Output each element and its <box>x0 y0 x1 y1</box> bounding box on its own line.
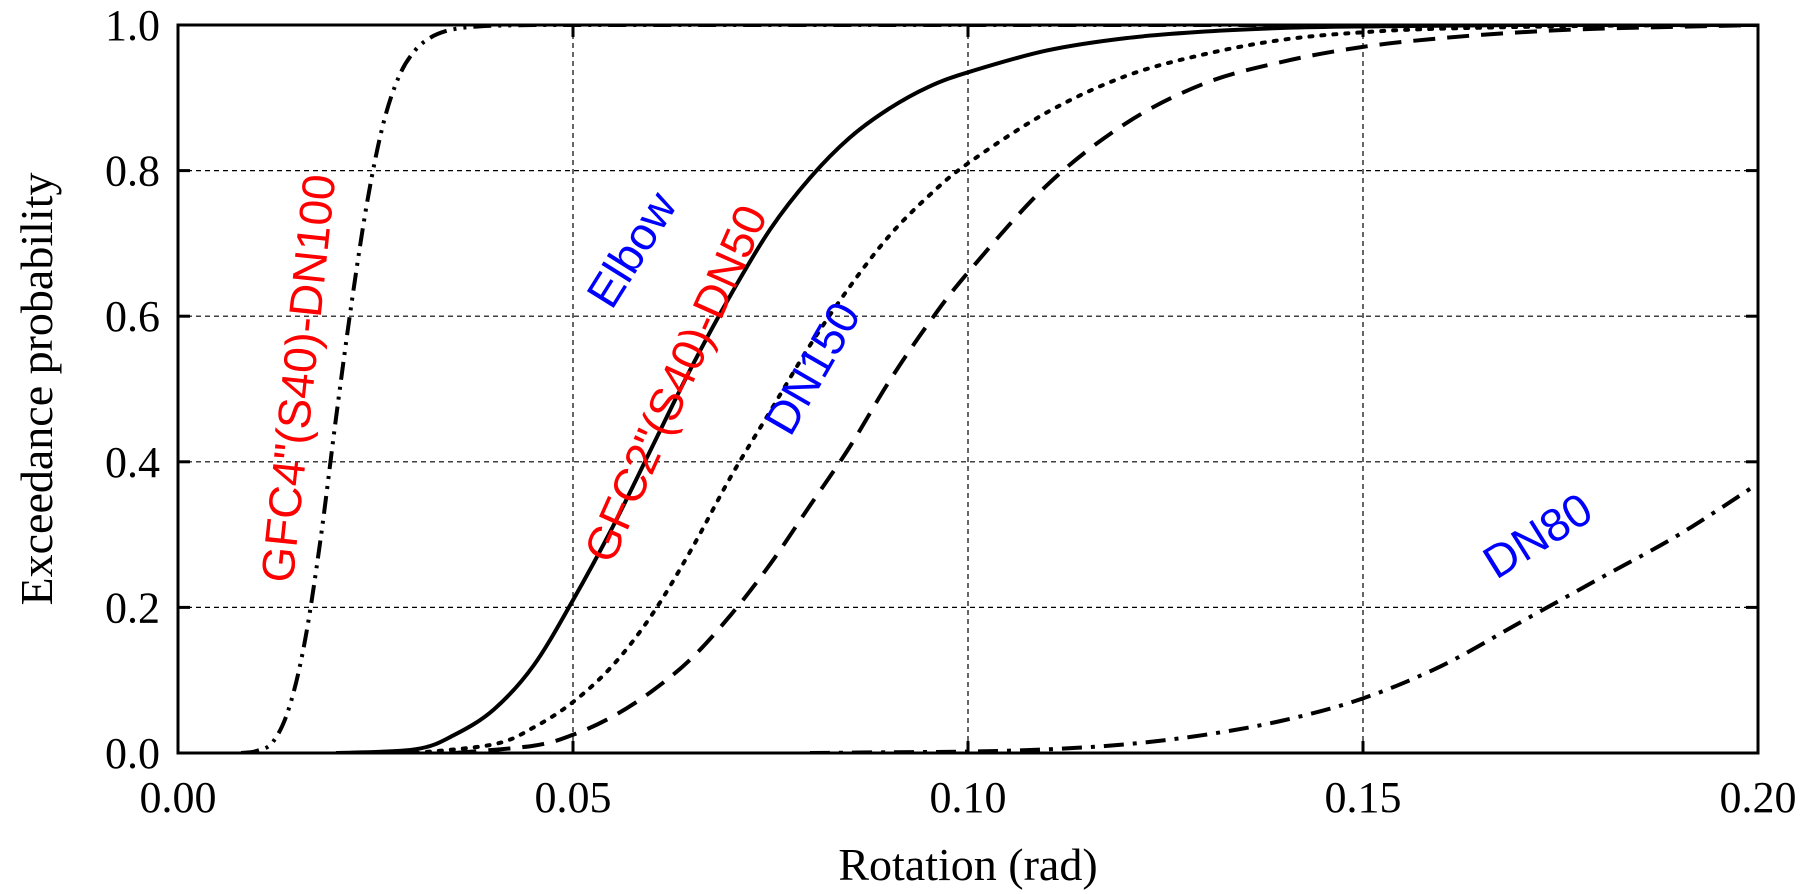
series-label-dn80: DN80 <box>1474 482 1601 588</box>
series-label-dn150: DN150 <box>754 293 871 443</box>
x-tick-label: 0.15 <box>1325 773 1402 822</box>
series-label-gfc4-dn100: GFC4"(S40)-DN100 <box>251 172 346 585</box>
ticks: 0.00 0.05 0.10 0.15 0.20 0.0 0.2 0.4 0.6 0.8 1.0 <box>105 1 1797 822</box>
y-tick-label: 0.4 <box>105 438 160 487</box>
y-tick-label: 0.2 <box>105 583 160 632</box>
x-tick-label: 0.00 <box>140 773 217 822</box>
series-group <box>240 25 1758 753</box>
series-line-3 <box>454 25 1758 753</box>
x-tick-label: 0.10 <box>930 773 1007 822</box>
x-axis-title: Rotation (rad) <box>838 839 1097 890</box>
grid <box>178 25 1758 753</box>
y-tick-label: 0.0 <box>105 729 160 778</box>
x-tick-label: 0.20 <box>1720 773 1797 822</box>
series-label-elbow: Elbow <box>576 182 687 316</box>
y-tick-label: 0.6 <box>105 292 160 341</box>
y-axis-title: Exceedance probability <box>11 173 62 606</box>
series-line-0 <box>240 25 1758 753</box>
y-tick-label: 1.0 <box>105 1 160 50</box>
series-line-1 <box>335 25 1758 753</box>
series-line-2 <box>413 25 1758 753</box>
y-tick-label: 0.8 <box>105 147 160 196</box>
x-tick-label: 0.05 <box>535 773 612 822</box>
series-line-4 <box>809 481 1758 753</box>
